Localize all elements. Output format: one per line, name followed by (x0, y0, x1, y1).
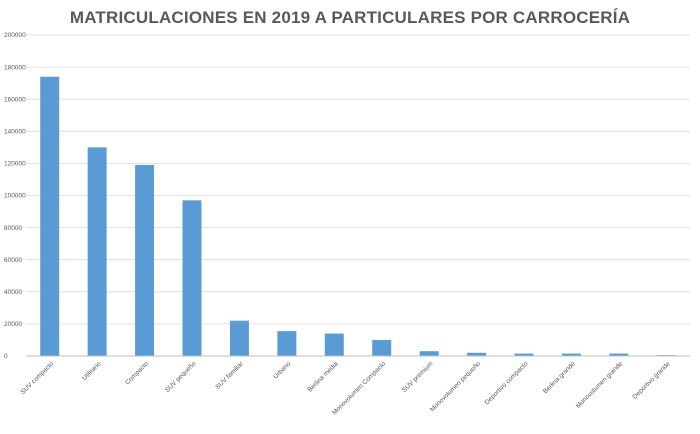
x-tick-label: Utilitario (81, 360, 103, 382)
y-tick-label: 60000 (4, 257, 22, 264)
y-tick-label: 0 (4, 353, 8, 360)
y-axis-ticks: 0 20000 40000 60000 80000 100000 120000 140000 1… (4, 32, 26, 360)
x-tick-label: Compacto (124, 360, 150, 386)
y-tick-label: 100000 (4, 193, 26, 200)
x-tick-label: Deportivo compacto (484, 360, 530, 406)
bar (87, 147, 107, 356)
bar (372, 339, 392, 356)
bar (277, 331, 297, 356)
bar (40, 76, 60, 356)
x-tick-label: Monovolumen grande (575, 360, 625, 410)
x-tick-label: SUV compacto (20, 360, 56, 396)
bars (40, 76, 676, 356)
bar (609, 353, 629, 356)
y-tick-label: 80000 (4, 225, 22, 232)
y-tick-label: 120000 (4, 161, 26, 168)
y-tick-label: 200000 (4, 32, 26, 39)
x-tick-label: Deportivo grande (631, 360, 671, 400)
x-tick-label: Monovolumen pequeño (429, 360, 482, 413)
y-tick-label: 20000 (4, 321, 22, 328)
bar (324, 333, 344, 356)
bar (467, 352, 487, 356)
y-tick-label: 40000 (4, 289, 22, 296)
y-tick-label: 180000 (4, 64, 26, 71)
x-tick-label: Berlina media (307, 360, 340, 393)
bar (182, 200, 202, 356)
bar (229, 320, 249, 356)
bar (514, 353, 534, 356)
x-tick-label: Monovolumen Compacto (331, 360, 387, 416)
y-tick-label: 160000 (4, 96, 26, 103)
x-tick-label: Urbano (272, 360, 292, 380)
x-tick-label: SUV pequeño (164, 360, 198, 394)
x-tick-label: Berlina grande (542, 360, 577, 395)
x-tick-label: SUV familiar (214, 360, 245, 391)
x-axis-labels: SUV compacto Utilitario Compacto SUV pequeñ… (20, 360, 672, 417)
bar (561, 353, 581, 356)
x-tick-label: SUV premium (401, 360, 435, 394)
chart-title: MATRICULACIONES EN 2019 A PARTICULARES P… (69, 8, 631, 27)
bar (135, 165, 155, 356)
bar (419, 351, 439, 356)
gridlines (26, 34, 690, 325)
y-tick-label: 140000 (4, 129, 26, 136)
